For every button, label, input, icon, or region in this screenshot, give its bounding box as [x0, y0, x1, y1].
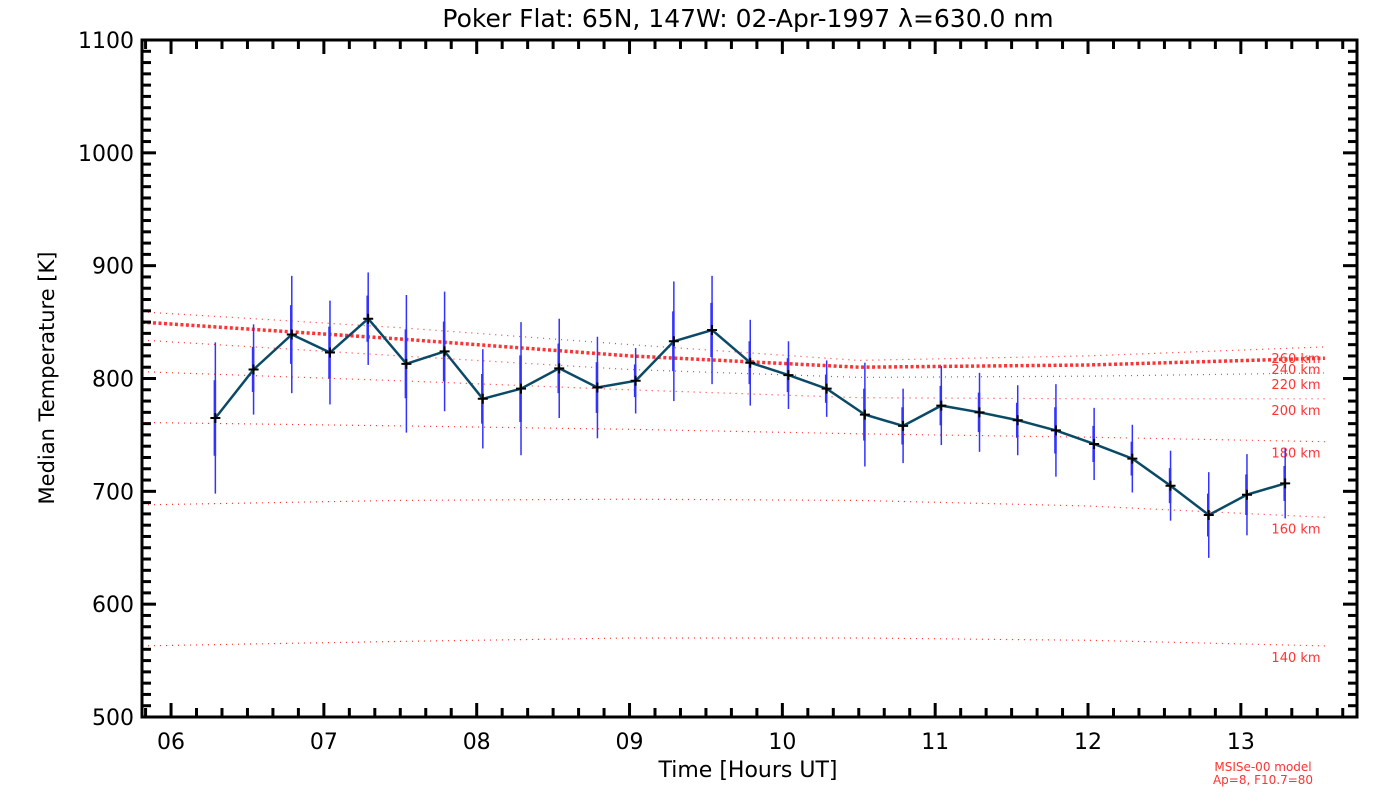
- y-tick-label: 600: [92, 593, 134, 618]
- x-tick-label: 13: [1227, 730, 1255, 755]
- data-point-marker: [668, 336, 679, 347]
- error-bars: [213, 272, 1286, 558]
- data-point-marker: [974, 407, 985, 418]
- y-tick-label: 700: [92, 480, 134, 505]
- data-point-marker: [1050, 425, 1061, 436]
- model-line-140-km: [141, 637, 1325, 647]
- x-axis-label: Time [Hours UT]: [658, 758, 838, 783]
- model-line-label: 140 km: [1271, 651, 1320, 666]
- data-point-marker: [821, 383, 832, 394]
- data-point-marker: [630, 375, 641, 386]
- x-tick-label: 12: [1074, 730, 1102, 755]
- data-point-marker: [898, 420, 909, 431]
- data-point-marker: [210, 412, 221, 423]
- model-line-240-km: [141, 320, 1325, 369]
- data-point-marker: [1203, 510, 1214, 521]
- model-line-label: 240 km: [1271, 363, 1320, 378]
- data-point-marker: [516, 383, 527, 394]
- data-point-marker: [248, 364, 259, 375]
- x-tick-label: 07: [310, 730, 338, 755]
- data-point-marker: [324, 347, 335, 358]
- model-line-200-km: [141, 371, 1325, 400]
- x-tick-label: 06: [157, 730, 185, 755]
- model-line-180-km: [141, 421, 1325, 443]
- y-tick-label: 1000: [78, 142, 134, 167]
- data-point-marker: [1241, 489, 1252, 500]
- data-point-marker: [859, 409, 870, 420]
- y-tick-label: 800: [92, 368, 134, 393]
- model-annotation-2: Ap=8, F10.7=80: [1213, 773, 1313, 787]
- x-tick-label: 11: [921, 730, 949, 755]
- data-point-marker: [783, 370, 794, 381]
- y-tick-label: 900: [92, 255, 134, 280]
- x-tick-label: 08: [463, 730, 491, 755]
- data-point-marker: [1165, 480, 1176, 491]
- model-line-label: 180 km: [1271, 447, 1320, 462]
- model-line-label: 200 km: [1271, 404, 1320, 419]
- chart-title: Poker Flat: 65N, 147W: 02-Apr-1997 λ=630…: [442, 4, 1053, 33]
- data-point-marker: [1127, 453, 1138, 464]
- data-point-marker: [936, 400, 947, 411]
- y-axis-label: Median Temperature [K]: [35, 252, 59, 505]
- y-tick-label: 500: [92, 706, 134, 731]
- x-tick-label: 09: [616, 730, 644, 755]
- axes: 500 600 700 800 900 1000 1100 06 07 08 09 10 11 12 13: [78, 29, 1359, 755]
- data-point-marker: [592, 382, 603, 393]
- model-line-260-km: [141, 311, 1325, 362]
- y-tick-label: 1100: [78, 29, 134, 54]
- data-point-marker: [477, 393, 488, 404]
- model-line-label: 160 km: [1271, 522, 1320, 537]
- model-line-220-km: [141, 339, 1325, 379]
- data-point-marker: [1089, 438, 1100, 449]
- data-point-marker: [707, 324, 718, 335]
- data-point-marker: [286, 329, 297, 340]
- data-point-marker: [745, 357, 756, 368]
- data-point-marker: [401, 358, 412, 369]
- model-annotation-1: MSISe-00 model: [1214, 760, 1311, 774]
- model-line-160-km: [141, 498, 1325, 518]
- x-tick-label: 10: [768, 730, 796, 755]
- data-point-marker: [439, 346, 450, 357]
- data-point-marker: [363, 313, 374, 324]
- data-point-marker: [1012, 415, 1023, 426]
- data-series: [210, 313, 1291, 521]
- data-point-marker: [1280, 478, 1291, 489]
- data-point-marker: [554, 363, 565, 374]
- model-line-label: 220 km: [1271, 378, 1320, 393]
